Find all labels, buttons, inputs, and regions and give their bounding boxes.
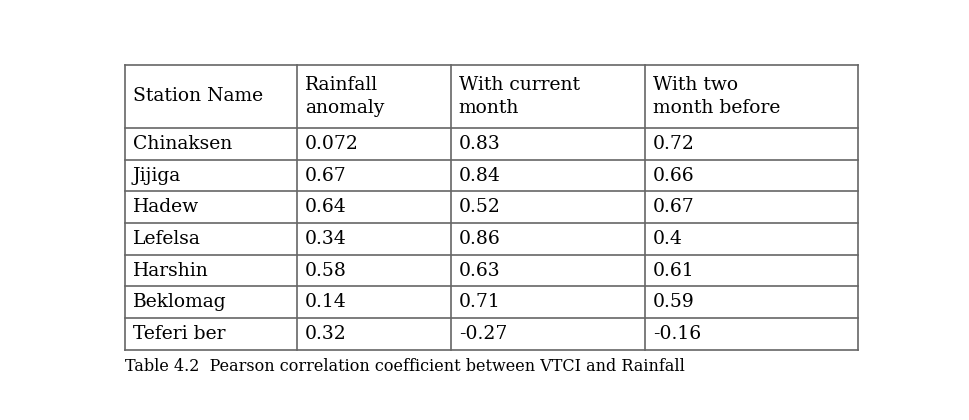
Text: Lefelsa: Lefelsa [133, 230, 201, 248]
Text: Teferi ber: Teferi ber [133, 325, 225, 343]
Text: Station Name: Station Name [133, 87, 263, 105]
Text: Rainfall
anomaly: Rainfall anomaly [304, 76, 384, 117]
Text: 0.32: 0.32 [304, 325, 346, 343]
Text: Chinaksen: Chinaksen [133, 135, 232, 153]
Text: Beklomag: Beklomag [133, 293, 226, 311]
Text: 0.72: 0.72 [652, 135, 694, 153]
Text: Harshin: Harshin [133, 262, 208, 280]
Text: 0.67: 0.67 [304, 167, 346, 184]
Text: 0.83: 0.83 [458, 135, 500, 153]
Text: 0.66: 0.66 [652, 167, 694, 184]
Text: 0.34: 0.34 [304, 230, 346, 248]
Text: -0.27: -0.27 [458, 325, 507, 343]
Text: 0.84: 0.84 [458, 167, 500, 184]
Text: 0.64: 0.64 [304, 198, 346, 216]
Text: 0.63: 0.63 [458, 262, 500, 280]
Text: 0.59: 0.59 [652, 293, 694, 311]
Text: 0.072: 0.072 [304, 135, 359, 153]
Text: 0.58: 0.58 [304, 262, 346, 280]
Text: With two
month before: With two month before [652, 76, 779, 117]
Text: 0.14: 0.14 [304, 293, 346, 311]
Text: Jijiga: Jijiga [133, 167, 180, 184]
Text: 0.71: 0.71 [458, 293, 500, 311]
Text: 0.61: 0.61 [652, 262, 694, 280]
Text: Table 4.2  Pearson correlation coefficient between VTCI and Rainfall: Table 4.2 Pearson correlation coefficien… [125, 358, 684, 375]
Text: With current
month: With current month [458, 76, 579, 117]
Text: -0.16: -0.16 [652, 325, 701, 343]
Text: Hadew: Hadew [133, 198, 199, 216]
Text: 0.52: 0.52 [458, 198, 500, 216]
Text: 0.4: 0.4 [652, 230, 682, 248]
Text: 0.86: 0.86 [458, 230, 500, 248]
Text: 0.67: 0.67 [652, 198, 694, 216]
